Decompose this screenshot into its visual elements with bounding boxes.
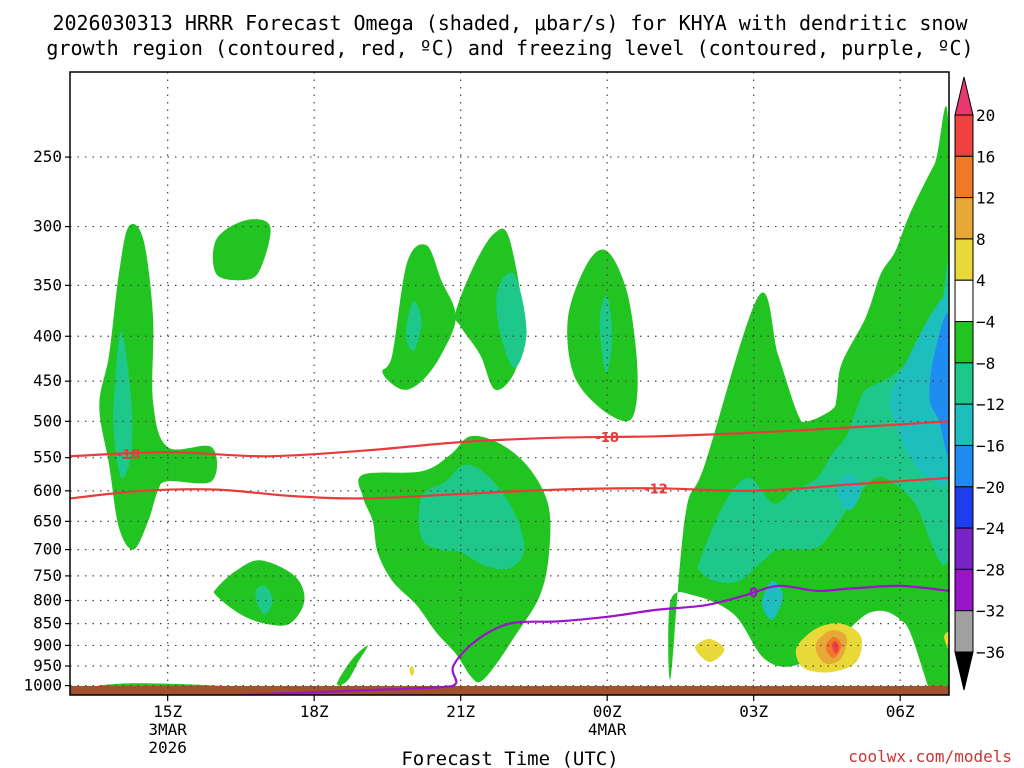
- colorbar-tick-label: −4: [976, 313, 995, 332]
- colorbar-box: [954, 321, 974, 364]
- omega-region-cell-00z-core: [599, 295, 613, 374]
- credit-text: coolwx.com/models: [848, 747, 1012, 766]
- colorbar-tick-label: −8: [976, 354, 995, 373]
- colorbar-tick-label: −16: [976, 436, 1005, 455]
- colorbar-box: [954, 486, 974, 529]
- y-tick-label: 500: [33, 411, 62, 430]
- y-tick-label: 800: [33, 591, 62, 610]
- colorbar-tick-label: −36: [976, 643, 1005, 662]
- omega-region-cell-21z-east-core: [496, 272, 527, 369]
- y-tick-label: 650: [33, 511, 62, 530]
- colorbar-box: [954, 527, 974, 570]
- freezing-level-label: 0: [749, 586, 758, 601]
- y-tick-label: 400: [33, 326, 62, 345]
- colorbar-tick-label: 20: [976, 106, 995, 125]
- y-axis-ticks: 250 300 350 400 450 500 550 600 650 700 750 800 850 9…: [23, 147, 70, 695]
- colorbar: 20 16 12 8 4 −4 −8 −12 −16 −20 −24 −28 −32 −36: [954, 76, 1005, 691]
- colorbar-tick-label: 4: [976, 271, 986, 290]
- colorbar-tick-label: 12: [976, 189, 995, 208]
- y-tick-label: 250: [33, 147, 62, 166]
- chart-title-line1: 2026030313 HRRR Forecast Omega (shaded, …: [52, 11, 968, 35]
- x-tick-label: 21Z: [446, 702, 475, 721]
- y-tick-label: 550: [33, 448, 62, 467]
- omega-region-east-core-c: [890, 282, 949, 487]
- y-tick-label: 950: [33, 656, 62, 675]
- colorbar-box: [954, 155, 974, 199]
- freezing-level-line: [240, 584, 949, 695]
- colorbar-box: [954, 279, 974, 323]
- chart-title-line2: growth region (contoured, red, ºC) and f…: [46, 36, 973, 60]
- colorbar-tick-label: 8: [976, 230, 986, 249]
- y-tick-label: 900: [33, 635, 62, 654]
- omega-region-cell-21z-west-core: [406, 301, 422, 352]
- x-tick-label: 3MAR: [148, 720, 187, 739]
- omega-region-small-blob-19z: [337, 645, 368, 686]
- colorbar-box: [954, 114, 974, 157]
- contour-lines: -18 -18 -12 0: [70, 420, 949, 695]
- dgz-line-label: -18: [117, 448, 141, 463]
- colorbar-box: [954, 444, 974, 488]
- x-tick-label: 18Z: [300, 702, 329, 721]
- colorbar-tick-label: 16: [976, 147, 995, 166]
- colorbar-tick-label: −32: [976, 602, 1005, 621]
- omega-region-west-column: [99, 223, 218, 550]
- y-tick-label: 1000: [23, 676, 62, 695]
- omega-region-small-yellow-a: [695, 638, 725, 663]
- y-tick-label: 600: [33, 481, 62, 500]
- terrain-band: [70, 686, 949, 695]
- x-tick-label: 03Z: [739, 702, 768, 721]
- x-tick-label: 2026: [148, 738, 187, 757]
- colorbar-tick-label: −20: [976, 478, 1005, 497]
- colorbar-tick-label: −28: [976, 560, 1005, 579]
- colorbar-box: [954, 610, 974, 653]
- plot-frame: [69, 71, 950, 696]
- omega-region-west-column-core: [113, 331, 133, 479]
- omega-shading: [88, 106, 949, 695]
- x-tick-label: 15Z: [153, 702, 182, 721]
- dgz-line-label: -12: [644, 482, 668, 497]
- y-tick-label: 300: [33, 217, 62, 236]
- omega-region-east-core-b: [762, 581, 783, 620]
- omega-region-small-cell-top: [212, 219, 271, 281]
- x-tick-label: 4MAR: [588, 720, 627, 739]
- colorbar-box: [954, 568, 974, 612]
- omega-region-east-core-d: [929, 313, 949, 456]
- omega-region-small-yellow-b: [409, 665, 415, 676]
- x-tick-label: 00Z: [593, 702, 622, 721]
- colorbar-tick-label: −24: [976, 519, 1005, 538]
- x-tick-label: 06Z: [886, 702, 915, 721]
- omega-region-updraft-03z-max: [831, 641, 840, 654]
- colorbar-tick-label: −12: [976, 395, 1005, 414]
- colorbar-top-arrow: [954, 76, 974, 116]
- x-axis-label: Forecast Time (UTC): [401, 748, 618, 768]
- colorbar-box: [954, 403, 974, 446]
- dgz-line--12: [70, 476, 949, 500]
- y-tick-label: 700: [33, 540, 62, 559]
- y-tick-label: 450: [33, 371, 62, 390]
- dgz-line-label: -18: [595, 431, 619, 446]
- y-tick-label: 750: [33, 566, 62, 585]
- dgz-line--18: [70, 420, 949, 458]
- y-tick-label: 850: [33, 614, 62, 633]
- colorbar-box: [954, 238, 974, 281]
- omega-region-east-core-a: [697, 262, 949, 583]
- y-tick-label: 350: [33, 275, 62, 294]
- colorbar-box: [954, 362, 974, 405]
- colorbar-box: [954, 197, 974, 240]
- colorbar-bottom-arrow: [954, 651, 974, 691]
- omega-region-lower-cell-core: [255, 585, 273, 615]
